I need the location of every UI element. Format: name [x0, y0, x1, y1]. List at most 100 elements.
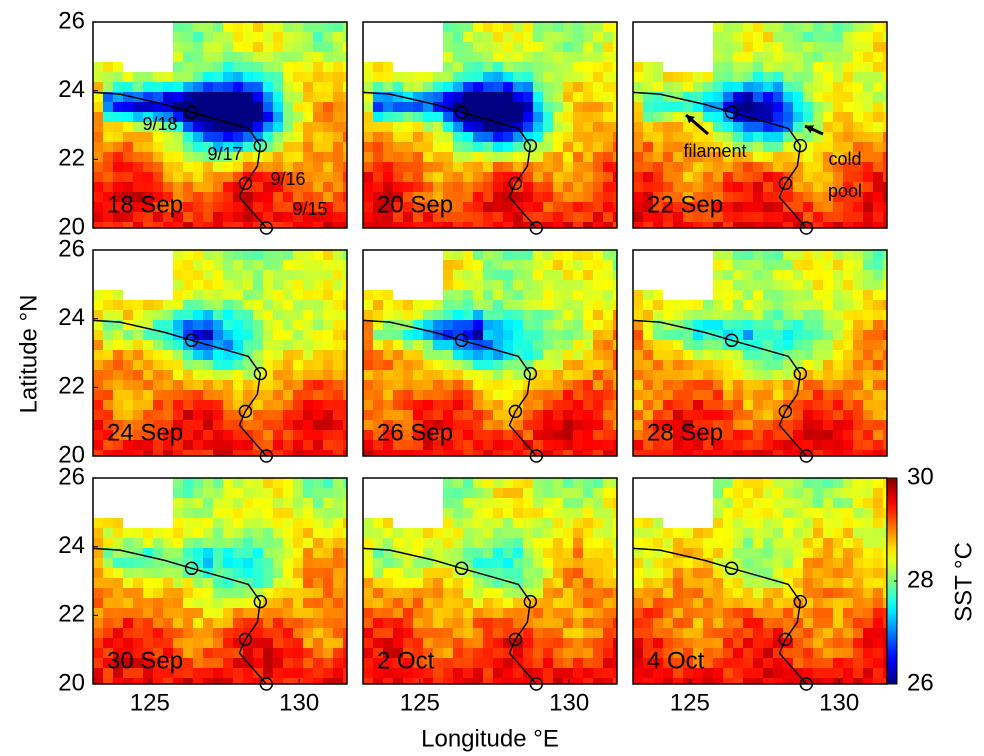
- sst-cell: [373, 558, 384, 569]
- sst-cell: [343, 152, 354, 163]
- sst-cell: [853, 618, 864, 629]
- sst-cell: [473, 330, 484, 341]
- sst-cell: [843, 508, 854, 519]
- sst-cell: [753, 270, 764, 281]
- sst-cell: [123, 518, 134, 529]
- sst-cell: [763, 92, 774, 103]
- sst-cell: [463, 410, 474, 421]
- sst-cell: [173, 62, 184, 73]
- sst-cell: [463, 440, 474, 451]
- sst-cell: [313, 92, 324, 103]
- sst-cell: [243, 528, 254, 539]
- sst-cell: [463, 22, 474, 33]
- sst-cell: [783, 390, 794, 401]
- sst-cell: [393, 32, 404, 43]
- sst-cell: [363, 350, 374, 361]
- sst-cell: [773, 270, 784, 281]
- sst-cell: [263, 618, 274, 629]
- sst-cell: [853, 518, 864, 529]
- sst-cell: [143, 310, 154, 321]
- sst-cell: [323, 132, 334, 143]
- sst-cell: [273, 618, 284, 629]
- sst-cell: [793, 122, 804, 133]
- sst-cell: [753, 400, 764, 411]
- sst-cell: [383, 588, 394, 599]
- sst-cell: [193, 508, 204, 519]
- sst-cell: [253, 410, 264, 421]
- sst-cell: [733, 658, 744, 669]
- sst-cell: [263, 568, 274, 579]
- sst-cell: [603, 598, 614, 609]
- sst-cell: [323, 648, 334, 659]
- sst-cell: [653, 508, 664, 519]
- sst-cell: [883, 420, 894, 431]
- sst-cell: [253, 340, 264, 351]
- sst-cell: [853, 420, 864, 431]
- sst-cell: [493, 478, 504, 489]
- sst-cell: [673, 568, 684, 579]
- sst-cell: [223, 558, 234, 569]
- sst-cell: [113, 270, 124, 281]
- sst-cell: [213, 440, 224, 451]
- sst-cell: [333, 380, 344, 391]
- sst-cell: [343, 360, 354, 371]
- sst-cell: [433, 280, 444, 291]
- sst-cell: [393, 102, 404, 113]
- sst-cell: [663, 578, 674, 589]
- sst-cell: [693, 390, 704, 401]
- sst-cell: [363, 102, 374, 113]
- sst-cell: [123, 152, 134, 163]
- sst-cell: [283, 488, 294, 499]
- sst-cell: [703, 548, 714, 559]
- sst-cell: [823, 410, 834, 421]
- sst-cell: [483, 250, 494, 261]
- sst-cell: [123, 310, 134, 321]
- sst-cell: [673, 270, 684, 281]
- sst-cell: [503, 400, 514, 411]
- sst-cell: [433, 518, 444, 529]
- sst-cell: [113, 112, 124, 123]
- sst-cell: [273, 558, 284, 569]
- sst-cell: [543, 668, 554, 679]
- sst-cell: [383, 62, 394, 73]
- sst-cell: [603, 360, 614, 371]
- sst-cell: [383, 488, 394, 499]
- sst-cell: [263, 608, 274, 619]
- sst-cell: [273, 122, 284, 133]
- sst-cell: [613, 360, 624, 371]
- sst-cell: [853, 638, 864, 649]
- sst-cell: [163, 400, 174, 411]
- sst-cell: [483, 300, 494, 311]
- sst-cell: [543, 22, 554, 33]
- sst-cell: [483, 380, 494, 391]
- sst-cell: [153, 52, 164, 63]
- sst-cell: [543, 32, 554, 43]
- sst-cell: [783, 62, 794, 73]
- sst-cell: [593, 360, 604, 371]
- sst-cell: [813, 260, 824, 271]
- sst-cell: [553, 132, 564, 143]
- sst-cell: [363, 202, 374, 213]
- sst-cell: [243, 370, 254, 381]
- sst-cell: [213, 618, 224, 629]
- sst-cell: [193, 82, 204, 93]
- sst-cell: [493, 370, 504, 381]
- sst-cell: [133, 270, 144, 281]
- sst-cell: [603, 340, 614, 351]
- sst-cell: [803, 102, 814, 113]
- sst-cell: [723, 122, 734, 133]
- sst-cell: [123, 370, 134, 381]
- sst-cell: [263, 430, 274, 441]
- sst-cell: [123, 478, 134, 489]
- sst-cell: [703, 112, 714, 123]
- sst-cell: [473, 618, 484, 629]
- sst-cell: [213, 488, 224, 499]
- sst-cell: [643, 290, 654, 301]
- sst-cell: [813, 360, 824, 371]
- sst-cell: [873, 538, 884, 549]
- sst-cell: [103, 628, 114, 639]
- sst-cell: [193, 420, 204, 431]
- sst-cell: [463, 290, 474, 301]
- sst-cell: [323, 350, 334, 361]
- sst-cell: [853, 250, 864, 261]
